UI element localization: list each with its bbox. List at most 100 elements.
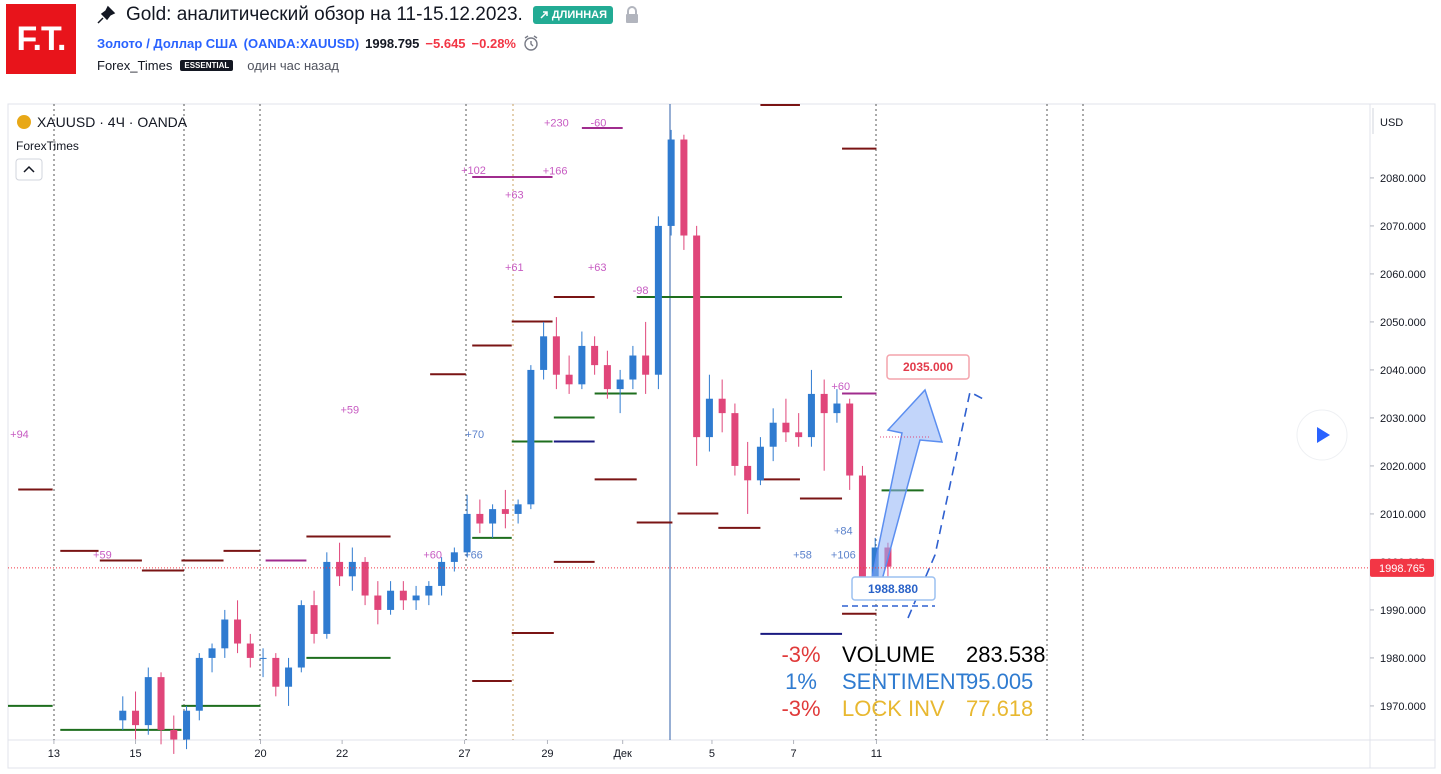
y-tick-label: 2010.000: [1380, 509, 1426, 521]
candle-body: [693, 235, 701, 438]
candle-body: [323, 561, 331, 634]
y-tick-label: 1980.000: [1380, 653, 1426, 665]
alert-icon[interactable]: [522, 34, 542, 52]
y-tick-label: 2040.000: [1380, 365, 1426, 377]
x-tick-label: 7: [791, 748, 797, 760]
candle-body: [221, 619, 229, 649]
candle-body: [756, 446, 764, 481]
candle-body: [310, 605, 318, 634]
candle-body: [629, 355, 637, 380]
candles: [119, 129, 892, 754]
last-price-label: 1998.765: [1379, 563, 1425, 575]
level-label: +230: [544, 118, 569, 130]
pin-icon: [97, 5, 116, 24]
y-tick-label: 2060.000: [1380, 269, 1426, 281]
candle-body: [463, 513, 471, 553]
symbol-name[interactable]: Золото / Доллар США: [97, 35, 238, 51]
session-separators: [53, 104, 1084, 740]
y-tick-label: 2020.000: [1380, 461, 1426, 473]
symbol-change-pct: −0.28%: [471, 35, 516, 51]
candle-body: [591, 345, 599, 366]
candle-body: [616, 379, 624, 390]
level-label: +61: [505, 262, 524, 274]
stop-label-box: [851, 576, 936, 601]
level-label: +102: [461, 165, 486, 177]
candle-body: [680, 139, 688, 236]
badge-text: ДЛИННАЯ: [551, 9, 608, 21]
x-tick-label: 5: [709, 748, 715, 760]
candle-body: [348, 561, 356, 577]
y-tick-label: 1970.000: [1380, 701, 1426, 713]
level-label: +84: [834, 526, 853, 538]
lock-icon: [626, 6, 639, 23]
candle-body: [336, 561, 344, 577]
candle-body: [527, 369, 535, 505]
stats-cell: -3%: [781, 642, 821, 667]
stop-label: 1988.880: [868, 582, 918, 596]
candle-body: [297, 605, 305, 668]
candle-body: [769, 422, 777, 447]
candle-body: [361, 561, 369, 596]
author-name[interactable]: Forex_Times: [97, 58, 173, 73]
level-label: +106: [831, 550, 856, 562]
candle-body: [795, 432, 803, 438]
candle-body: [272, 657, 280, 687]
level-label: +70: [465, 429, 484, 441]
level-label: +94: [10, 429, 29, 441]
forecast-arrow: [871, 388, 944, 581]
candle-body: [782, 422, 790, 433]
candle-body: [667, 139, 675, 226]
candle-body: [208, 648, 216, 658]
stats-cell: 95.005: [966, 669, 1034, 694]
y-tick-label: 2070.000: [1380, 221, 1426, 233]
candle-body: [501, 509, 509, 514]
x-tick-label: 15: [129, 748, 141, 760]
x-tick-label: 13: [48, 748, 60, 760]
level-label: +58: [793, 550, 812, 562]
symbol-price: 1998.795: [365, 35, 420, 51]
candle-body: [807, 393, 815, 438]
stats-cell: LOCK INV: [842, 696, 945, 721]
badge-arrow: [540, 11, 548, 19]
level-label: +60: [831, 381, 850, 393]
candle-body: [132, 710, 140, 726]
play-icon: [1317, 427, 1330, 443]
candle-body: [718, 398, 726, 414]
level-label: +166: [543, 166, 568, 178]
stats-cell: VOLUME: [842, 642, 935, 667]
candle-body: [285, 667, 293, 687]
level-label: +59: [340, 404, 359, 416]
candle-body: [540, 336, 548, 370]
collapse-icon: [23, 165, 35, 173]
x-tick-label: 11: [871, 748, 882, 760]
stats-row: -3% VOLUME 283.538: [760, 641, 1046, 668]
stats-cell: 77.618: [966, 696, 1034, 721]
candle-body: [489, 509, 497, 524]
legend-title: XAUUSD · 4Ч · OANDA: [37, 114, 188, 130]
y-tick-label: 2050.000: [1380, 317, 1426, 329]
publish-time: один час назад: [247, 58, 340, 73]
candle-body: [399, 590, 407, 601]
candle-body: [846, 403, 854, 476]
candle-body: [412, 595, 420, 601]
symbol-code[interactable]: (OANDA:XAUUSD): [243, 35, 360, 51]
candle-body: [144, 677, 152, 726]
collapse-button[interactable]: [15, 158, 43, 181]
stats-cell: 283.538: [966, 642, 1046, 667]
level-label: +66: [464, 550, 483, 562]
x-tick-label: Дек: [613, 748, 632, 760]
candle-body: [119, 710, 127, 721]
candle-body: [234, 619, 242, 644]
candle-body: [514, 504, 522, 514]
logo[interactable]: F.T.: [6, 4, 76, 74]
currency-label: USD: [1380, 117, 1403, 129]
candle-body: [820, 393, 828, 414]
candle-body: [552, 336, 560, 375]
candle-body: [603, 365, 611, 390]
candle-body: [157, 677, 165, 730]
candle-body: [170, 729, 178, 740]
chart-frame: [7, 103, 1436, 769]
candle-body: [387, 590, 395, 610]
y-tick-label: 2080.000: [1380, 173, 1426, 185]
